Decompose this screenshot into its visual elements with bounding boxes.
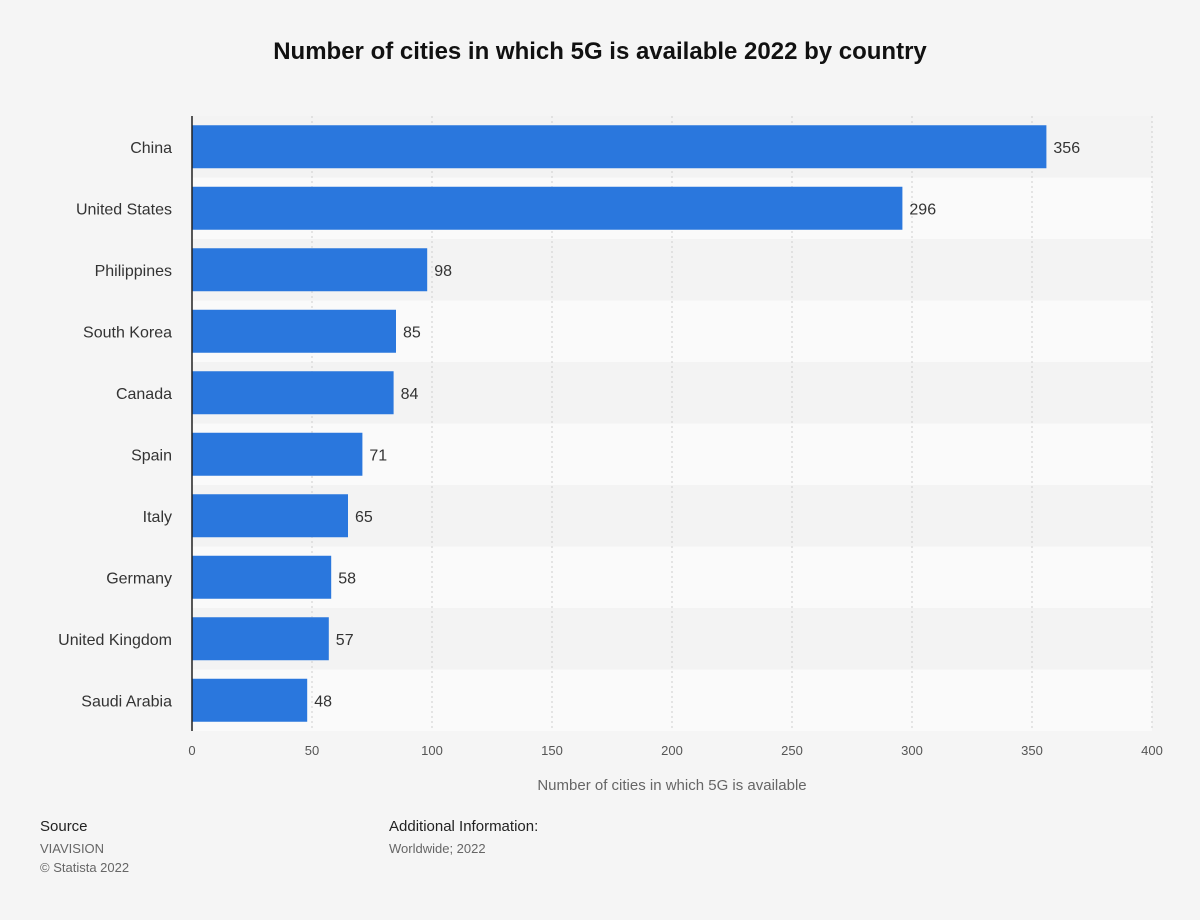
value-label: 98 bbox=[434, 263, 452, 280]
bar[interactable] bbox=[192, 248, 428, 292]
x-tick-label: 100 bbox=[421, 743, 443, 758]
row-band bbox=[192, 669, 1152, 731]
source-block: Source VIAVISION © Statista 2022 bbox=[40, 818, 129, 877]
category-label: Philippines bbox=[95, 263, 172, 280]
copyright: © Statista 2022 bbox=[40, 860, 130, 875]
value-label: 71 bbox=[369, 447, 387, 464]
additional-info-block: Additional Information: Worldwide; 2022 bbox=[389, 818, 538, 858]
x-tick-label: 50 bbox=[305, 743, 319, 758]
category-label: China bbox=[130, 140, 172, 157]
x-tick-label: 0 bbox=[188, 743, 195, 758]
bar[interactable] bbox=[192, 494, 348, 538]
category-label: South Korea bbox=[83, 324, 172, 341]
value-label: 65 bbox=[355, 509, 373, 526]
x-tick-label: 150 bbox=[541, 743, 563, 758]
source-name[interactable]: VIAVISION bbox=[40, 841, 105, 856]
value-label: 48 bbox=[314, 693, 332, 710]
category-label: United Kingdom bbox=[58, 632, 172, 649]
bars bbox=[192, 125, 1047, 722]
category-label: Italy bbox=[143, 509, 172, 526]
row-band bbox=[192, 608, 1152, 670]
category-label: United States bbox=[76, 201, 172, 218]
x-tick-labels: 0 50 100 150 200 250 300 350 400 bbox=[188, 743, 1162, 758]
bar-chart: China United States Philippines South Korea… bbox=[58, 116, 1163, 794]
bar[interactable] bbox=[192, 555, 332, 599]
value-label: 58 bbox=[338, 570, 356, 587]
x-tick-label: 200 bbox=[661, 743, 683, 758]
x-tick-label: 350 bbox=[1021, 743, 1043, 758]
x-tick-label: 250 bbox=[781, 743, 803, 758]
value-label: 57 bbox=[336, 632, 354, 649]
value-labels: 356 296 98 85 84 71 65 58 57 48 bbox=[314, 140, 1080, 711]
x-axis-label: Number of cities in which 5G is availabl… bbox=[537, 777, 806, 794]
bar[interactable] bbox=[192, 678, 308, 722]
source-heading: Source bbox=[40, 818, 88, 835]
bar[interactable] bbox=[192, 617, 329, 661]
additional-info-heading: Additional Information: bbox=[389, 818, 539, 835]
value-label: 84 bbox=[401, 386, 419, 403]
additional-info-text: Worldwide; 2022 bbox=[389, 841, 486, 856]
chart-title: Number of cities in which 5G is availabl… bbox=[273, 38, 927, 65]
category-labels: China United States Philippines South Korea… bbox=[58, 140, 172, 711]
bar[interactable] bbox=[192, 371, 394, 415]
x-tick-label: 400 bbox=[1141, 743, 1163, 758]
x-tick-label: 300 bbox=[901, 743, 923, 758]
bar[interactable] bbox=[192, 125, 1047, 169]
value-label: 296 bbox=[909, 201, 936, 218]
bar[interactable] bbox=[192, 432, 363, 476]
category-label: Spain bbox=[131, 447, 172, 464]
category-label: Germany bbox=[106, 570, 172, 587]
value-label: 356 bbox=[1053, 140, 1080, 157]
bar[interactable] bbox=[192, 186, 903, 230]
category-label: Saudi Arabia bbox=[81, 693, 172, 710]
bar[interactable] bbox=[192, 309, 396, 353]
value-label: 85 bbox=[403, 324, 421, 341]
category-label: Canada bbox=[116, 386, 172, 403]
